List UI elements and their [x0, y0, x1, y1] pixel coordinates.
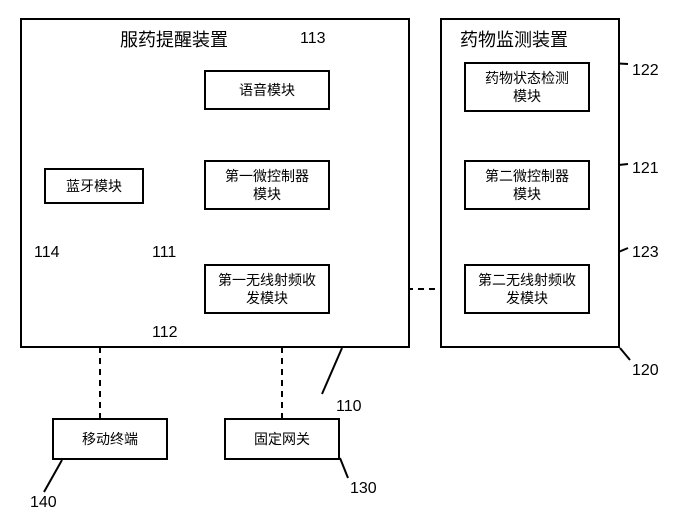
ref-123: 123	[632, 244, 659, 262]
node-bluetooth: 蓝牙模块	[44, 168, 144, 204]
node-fixed-gateway: 固定网关	[224, 418, 340, 460]
node-label: 药物状态检测模块	[485, 69, 569, 105]
container-title-right: 药物监测装置	[460, 26, 568, 52]
node-voice-module: 语音模块	[204, 70, 330, 110]
ref-130: 130	[350, 480, 377, 498]
node-rf2: 第二无线射频收发模块	[464, 264, 590, 314]
ref-122: 122	[632, 62, 659, 80]
node-mcu1: 第一微控制器模块	[204, 160, 330, 210]
ref-112: 112	[152, 324, 178, 342]
node-label: 第一无线射频收发模块	[218, 271, 316, 307]
container-title-left: 服药提醒装置	[120, 26, 228, 52]
ref-113: 113	[300, 30, 326, 48]
ref-110: 110	[336, 398, 362, 416]
node-label: 第一微控制器模块	[225, 167, 309, 203]
node-label: 语音模块	[239, 81, 295, 99]
ref-120: 120	[632, 362, 659, 380]
node-mobile-terminal: 移动终端	[52, 418, 168, 460]
node-label: 第二无线射频收发模块	[478, 271, 576, 307]
node-label: 固定网关	[254, 430, 310, 448]
node-drug-state-detect: 药物状态检测模块	[464, 62, 590, 112]
ref-114: 114	[34, 244, 60, 262]
ref-121: 121	[632, 160, 659, 178]
ref-140: 140	[30, 494, 57, 512]
node-mcu2: 第二微控制器模块	[464, 160, 590, 210]
node-label: 第二微控制器模块	[485, 167, 569, 203]
node-label: 蓝牙模块	[66, 177, 122, 195]
node-rf1: 第一无线射频收发模块	[204, 264, 330, 314]
node-label: 移动终端	[82, 430, 138, 448]
ref-111: 111	[152, 244, 176, 262]
